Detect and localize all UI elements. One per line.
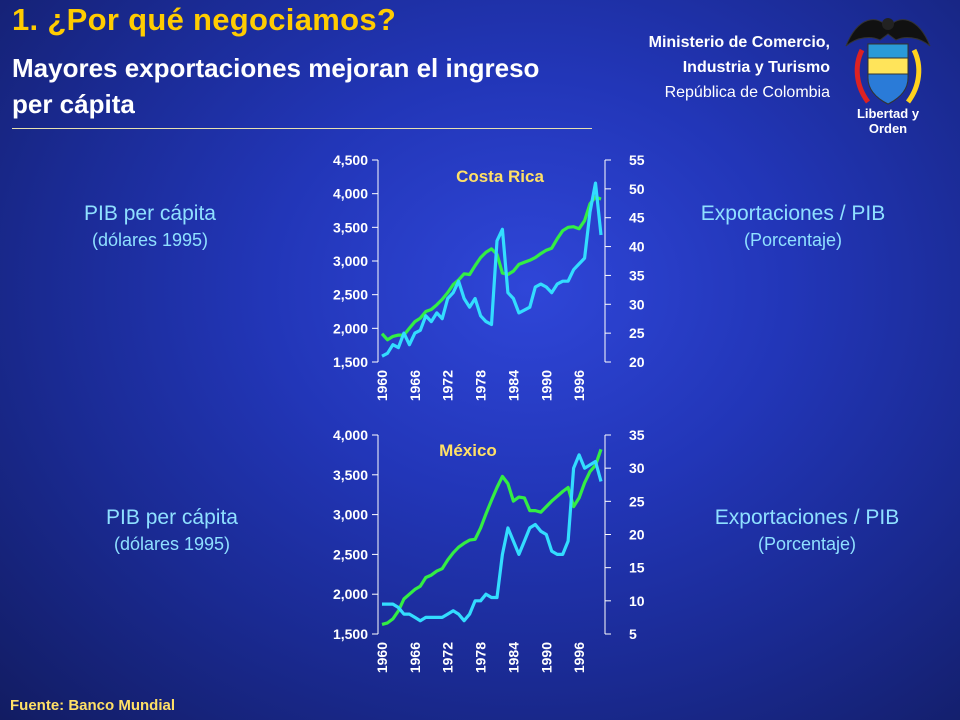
right-tick-label: 10 [629, 593, 645, 609]
right-tick-label: 45 [629, 210, 645, 226]
x-tick-label: 1996 [571, 642, 587, 673]
right-axis-unit: (Porcentaje) [757, 534, 857, 554]
left-axis-title: PIB per cápita [84, 202, 216, 225]
left-tick-label: 4,500 [333, 152, 368, 168]
left-axis-unit: (dólares 1995) [91, 230, 209, 250]
left-tick-label: 2,500 [333, 546, 368, 562]
ministry-country: República de Colombia [664, 84, 830, 101]
x-tick-label: 1978 [473, 370, 489, 401]
right-axis-title: Exportaciones / PIB [714, 506, 900, 529]
x-tick-label: 1966 [407, 370, 423, 401]
crest-motto: Libertad y Orden [856, 106, 920, 136]
x-tick-label: 1966 [407, 642, 423, 673]
right-tick-label: 25 [629, 493, 645, 509]
x-tick-label: 1984 [505, 642, 521, 673]
chart-country-label: México [439, 441, 497, 460]
left-axis-unit: (dólares 1995) [113, 534, 231, 554]
x-tick-label: 1990 [538, 642, 554, 673]
left-axis-title: PIB per cápita [106, 506, 238, 529]
right-tick-label: 20 [629, 354, 645, 370]
title-divider [12, 128, 592, 129]
right-tick-label: 55 [629, 152, 645, 168]
left-axis-label-top: PIB per cápita (dólares 1995) [60, 202, 240, 251]
right-tick-label: 15 [629, 560, 645, 576]
left-tick-label: 2,000 [333, 320, 368, 336]
exports-share-line [382, 453, 603, 623]
left-tick-label: 4,000 [333, 427, 368, 443]
left-tick-label: 2,500 [333, 287, 368, 303]
colombia-coat-of-arms-icon [845, 18, 931, 105]
left-tick-label: 1,500 [333, 354, 368, 370]
left-tick-label: 2,000 [333, 586, 368, 602]
left-axis-label-bottom: PIB per cápita (dólares 1995) [82, 506, 262, 555]
left-tick-label: 3,500 [333, 467, 368, 483]
x-tick-label: 1972 [440, 642, 456, 673]
slide-subtitle: Mayores exportaciones mejoran el ingreso… [12, 53, 540, 119]
right-tick-label: 30 [629, 460, 645, 476]
right-tick-label: 40 [629, 239, 645, 255]
right-tick-label: 50 [629, 181, 645, 197]
right-tick-label: 35 [629, 267, 645, 283]
right-axis-label-top: Exportaciones / PIB (Porcentaje) [668, 202, 918, 251]
left-tick-label: 3,500 [333, 219, 368, 235]
exports-share-line [381, 181, 603, 358]
left-tick-label: 3,000 [333, 507, 368, 523]
right-tick-label: 35 [629, 427, 645, 443]
x-tick-label: 1978 [473, 642, 489, 673]
right-tick-label: 30 [629, 296, 645, 312]
ministry-line-1: Ministerio de Comercio, [648, 34, 830, 51]
ministry-block: Ministerio de Comercio, Industria y Turi… [649, 30, 830, 105]
x-tick-label: 1960 [374, 642, 390, 673]
x-tick-label: 1960 [374, 370, 390, 401]
right-tick-label: 5 [629, 626, 637, 642]
right-axis-title: Exportaciones / PIB [700, 202, 886, 225]
x-tick-label: 1972 [440, 370, 456, 401]
x-tick-label: 1990 [538, 370, 554, 401]
chart-country-label: Costa Rica [456, 167, 544, 186]
left-tick-label: 3,000 [333, 253, 368, 269]
right-tick-label: 20 [629, 527, 645, 543]
left-tick-label: 4,000 [333, 186, 368, 202]
right-axis-label-bottom: Exportaciones / PIB (Porcentaje) [682, 506, 932, 555]
left-tick-label: 1,500 [333, 626, 368, 642]
right-axis-unit: (Porcentaje) [743, 230, 843, 250]
slide-title: 1. ¿Por qué negociamos? [12, 2, 397, 37]
source-note: Fuente: Banco Mundial [10, 697, 175, 714]
right-tick-label: 25 [629, 325, 645, 341]
gdp-per-capita-line [381, 448, 603, 626]
x-tick-label: 1996 [571, 370, 587, 401]
gdp-per-capita-line [380, 195, 602, 342]
x-tick-label: 1984 [505, 370, 521, 401]
ministry-line-2: Industria y Turismo [682, 59, 830, 76]
